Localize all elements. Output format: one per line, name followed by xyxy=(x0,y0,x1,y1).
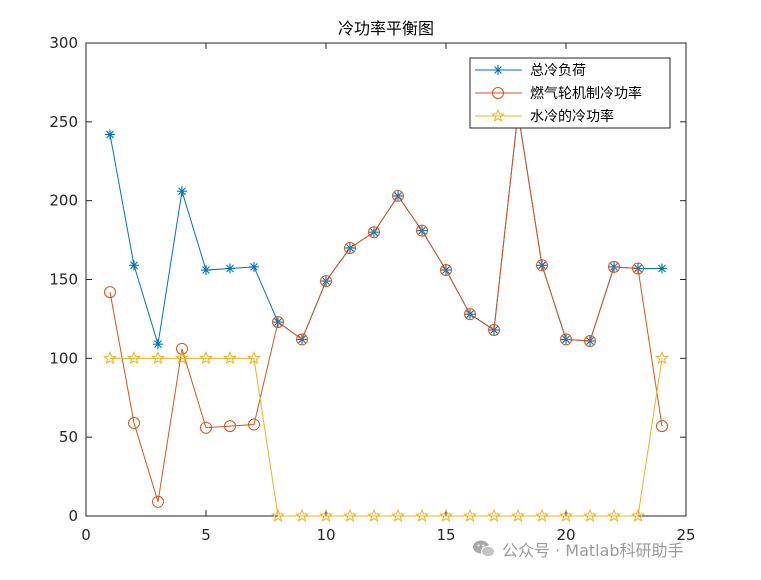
data-point xyxy=(128,416,140,429)
x-tick-label: 25 xyxy=(676,526,695,544)
data-point xyxy=(390,508,406,522)
series-3 xyxy=(102,350,670,522)
data-point xyxy=(582,508,598,522)
data-point xyxy=(534,508,550,522)
y-tick-label: 200 xyxy=(49,192,78,210)
data-point xyxy=(368,226,380,239)
data-point xyxy=(488,323,500,336)
data-point xyxy=(558,508,574,522)
data-point xyxy=(152,495,164,508)
data-point xyxy=(440,264,452,277)
series-2 xyxy=(104,106,668,508)
data-point xyxy=(249,261,259,272)
legend-label: 水冷的冷功率 xyxy=(530,108,614,125)
data-point xyxy=(320,275,332,288)
chart-title: 冷功率平衡图 xyxy=(338,19,434,38)
data-point xyxy=(342,508,358,522)
data-point xyxy=(153,339,163,350)
legend-marker xyxy=(492,87,504,99)
x-tick-label: 10 xyxy=(316,526,335,544)
data-point xyxy=(584,334,596,347)
x-tick-label: 20 xyxy=(556,526,575,544)
data-point xyxy=(126,350,142,365)
watermark-text: 公众号 · Matlab科研助手 xyxy=(502,541,684,560)
legend-label: 总冷负荷 xyxy=(530,63,586,79)
series-line xyxy=(109,112,663,502)
data-point xyxy=(200,421,212,434)
data-point xyxy=(486,508,502,522)
data-point xyxy=(201,265,211,276)
y-tick-label: 100 xyxy=(49,349,78,367)
legend-label: 燃气轮机制冷功率 xyxy=(530,85,642,102)
data-point xyxy=(414,508,430,522)
data-point xyxy=(105,129,115,140)
data-point xyxy=(510,508,526,522)
data-point xyxy=(222,350,238,365)
data-point xyxy=(224,420,236,433)
y-tick-label: 0 xyxy=(68,507,78,525)
data-point xyxy=(225,263,235,274)
data-point xyxy=(438,508,454,522)
data-point xyxy=(656,420,668,433)
data-point xyxy=(248,418,260,431)
y-tick-label: 250 xyxy=(49,113,78,131)
data-point xyxy=(318,508,334,522)
data-point xyxy=(198,350,214,365)
x-tick-label: 0 xyxy=(81,526,91,544)
data-point xyxy=(246,350,262,365)
wechat-icon xyxy=(473,540,495,558)
x-tick-label: 15 xyxy=(436,526,455,544)
legend-marker xyxy=(493,65,503,75)
y-tick-label: 300 xyxy=(49,34,78,52)
data-point xyxy=(657,263,667,274)
data-point xyxy=(606,508,622,522)
data-point xyxy=(464,308,476,321)
data-point xyxy=(416,224,428,237)
data-point xyxy=(654,350,670,365)
data-point xyxy=(536,259,548,272)
legend-marker xyxy=(490,108,506,122)
data-point xyxy=(630,508,646,522)
data-point xyxy=(392,189,404,202)
x-tick-label: 5 xyxy=(201,526,211,544)
y-tick-label: 50 xyxy=(59,428,78,446)
data-point xyxy=(294,508,310,522)
data-point xyxy=(104,286,116,299)
data-point xyxy=(366,508,382,522)
data-point xyxy=(176,342,188,355)
data-point xyxy=(270,508,286,522)
data-point xyxy=(272,316,284,329)
data-point xyxy=(462,508,478,522)
y-tick-label: 150 xyxy=(49,271,78,289)
data-point xyxy=(177,186,187,197)
data-point xyxy=(102,350,118,365)
data-point xyxy=(344,241,356,254)
data-point xyxy=(129,260,139,271)
data-point xyxy=(560,333,572,346)
data-point xyxy=(296,333,308,346)
watermark: 公众号 · Matlab科研助手 xyxy=(472,536,684,562)
data-point xyxy=(150,350,166,365)
data-point xyxy=(174,350,190,365)
data-point xyxy=(632,262,644,275)
data-point xyxy=(608,260,620,273)
